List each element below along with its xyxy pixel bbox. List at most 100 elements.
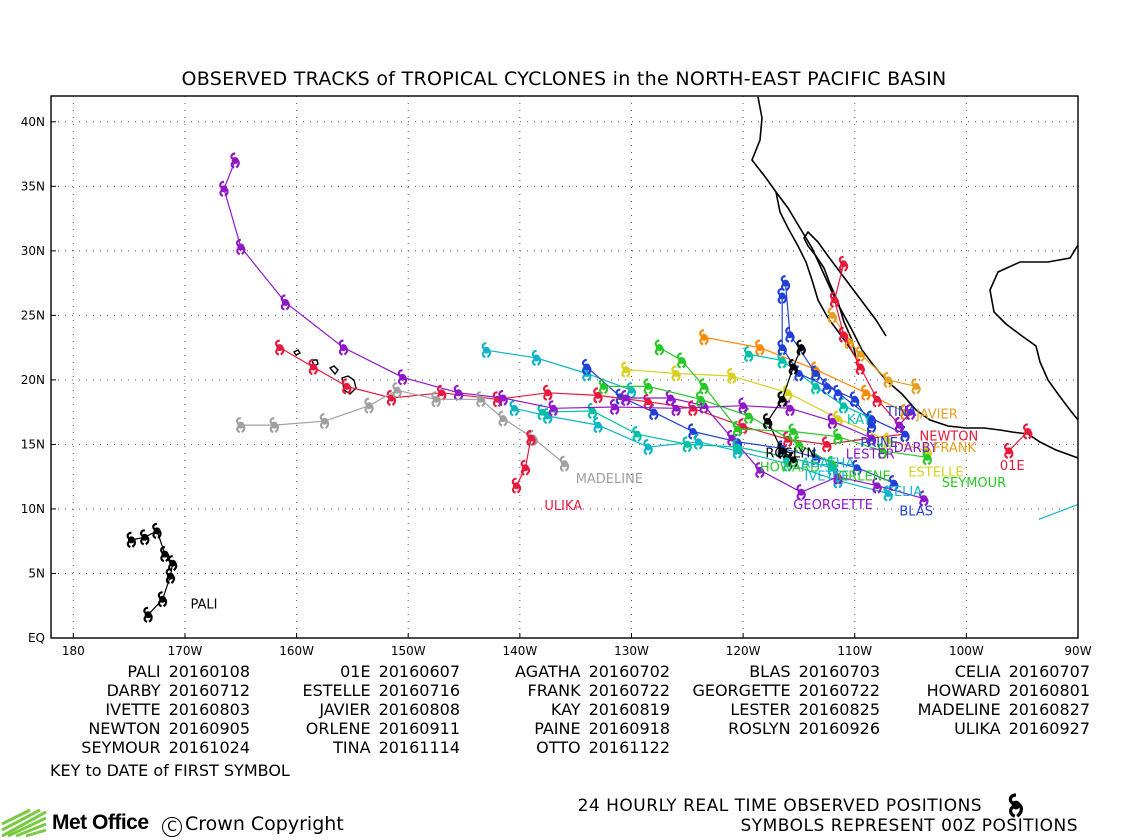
met-office-logo-icon — [1, 808, 47, 838]
position-symbol — [911, 378, 921, 395]
position-symbol — [274, 339, 285, 356]
x-tick-label: 150W — [391, 644, 426, 658]
track-line — [833, 263, 900, 426]
cyclone-track-agatha — [481, 342, 637, 399]
key-storm-name: FRANK — [527, 681, 581, 700]
key-storm-name: AGATHA — [515, 662, 581, 681]
position-symbol — [671, 400, 681, 417]
position-symbol — [894, 417, 905, 434]
key-storm-date: 20160819 — [588, 700, 670, 719]
y-tick-label: EQ — [28, 631, 45, 645]
key-storm-date: 20161122 — [588, 738, 670, 757]
x-tick-label: 90W — [1064, 644, 1091, 658]
position-symbol — [838, 397, 849, 414]
baja-west-coast — [775, 191, 857, 359]
key-entry: IVETTE 20160803 — [40, 700, 250, 719]
position-symbol — [821, 436, 832, 453]
cyclone-track-pali — [126, 522, 178, 623]
position-symbol — [676, 352, 687, 369]
position-symbol — [453, 384, 464, 401]
cyclone-track-01e — [1003, 423, 1033, 459]
position-symbol — [785, 400, 795, 417]
key-storm-name: CELIA — [954, 662, 1001, 681]
position-symbol — [693, 433, 704, 450]
cyclone-track-otto — [1038, 503, 1078, 520]
key-storm-name: KAY — [550, 700, 581, 719]
position-symbol — [235, 238, 246, 256]
position-symbol — [833, 384, 843, 401]
position-symbol — [143, 606, 153, 623]
storm-labels: PALI 01E MADELINE ULIKA ROSLYNHOWARDAGATHAIV… — [191, 405, 1025, 612]
map-title: OBSERVED TRACKS of TROPICAL CYCLONES in … — [181, 68, 947, 90]
cyclone-track-javier — [827, 307, 921, 395]
storm-label: CELIA — [885, 485, 922, 500]
y-tick-label: 15N — [21, 437, 45, 451]
storm-label: DARBY — [894, 441, 938, 456]
position-symbol — [738, 397, 748, 414]
key-entry: AGATHA 20160702 — [460, 662, 670, 681]
key-storm-name: NEWTON — [88, 719, 161, 738]
position-symbol — [838, 255, 849, 272]
key-entry: FRANK 20160722 — [460, 681, 670, 700]
x-tick-label: 170W — [168, 644, 203, 658]
storm-key: PALI 20160108 01E 20160607 AGATHA 20160702 BLA… — [40, 662, 1090, 757]
position-symbol — [643, 393, 653, 410]
key-storm-name: TINA — [333, 738, 371, 757]
cyclone-track-newton — [829, 255, 905, 434]
y-tick-label: 5N — [28, 566, 45, 580]
track-line — [603, 385, 833, 465]
cyclone-track-roslyn — [762, 339, 806, 468]
x-tick-label: 160W — [279, 644, 314, 658]
key-storm-name: OTTO — [536, 738, 581, 757]
position-symbol — [498, 389, 508, 407]
position-symbol — [167, 555, 178, 572]
met-office-logo: Met Office — [0, 808, 149, 838]
cyclone-track-howard — [598, 378, 838, 472]
x-tick-label: 110W — [837, 644, 872, 658]
position-symbol — [542, 384, 553, 401]
key-row: PALI 20160108 01E 20160607 AGATHA 20160702 BLA… — [40, 662, 1090, 681]
cyclone-track-tina — [894, 404, 916, 434]
key-storm-name: JAVIER — [319, 700, 371, 719]
key-storm-name: 01E — [340, 662, 371, 681]
key-storm-date: 20160712 — [168, 681, 250, 700]
cyclone-track-kay — [743, 346, 877, 427]
track-line — [223, 160, 872, 439]
key-entry: CELIA 20160707 — [880, 662, 1090, 681]
plot-frame — [50, 95, 1079, 639]
key-storm-date: 20160801 — [1008, 681, 1090, 700]
key-entry: JAVIER 20160808 — [250, 700, 460, 719]
storm-label: PAINE — [860, 436, 898, 451]
key-storm-date: 20160722 — [798, 681, 880, 700]
key-entry: TINA 20161114 — [250, 738, 460, 757]
key-storm-name: SEYMOUR — [81, 738, 161, 757]
position-symbol — [509, 400, 519, 417]
position-symbol — [526, 429, 536, 447]
cyclone-track-ulika — [511, 429, 536, 494]
copyright-text: Crown Copyright — [185, 813, 344, 835]
position-symbol — [481, 342, 492, 359]
key-storm-date: 20161114 — [378, 738, 460, 757]
key-entry: DARBY 20160712 — [40, 681, 250, 700]
storm-label: 01E — [1000, 459, 1025, 474]
x-tick-label: 100W — [949, 644, 984, 658]
key-storm-name: ESTELLE — [302, 681, 371, 700]
key-storm-date: 20160716 — [378, 681, 460, 700]
cyclone-track-estelle — [621, 361, 932, 459]
position-symbol — [593, 417, 603, 434]
key-entry: MADELINE 20160827 — [880, 700, 1090, 719]
key-storm-name: PALI — [127, 662, 161, 681]
cyclone-track-celia — [509, 400, 893, 502]
key-storm-name: ORLENE — [305, 719, 371, 738]
position-symbol — [727, 367, 737, 385]
position-symbol — [498, 410, 508, 427]
key-storm-date: 20160825 — [798, 700, 880, 719]
storm-label: ULIKA — [544, 499, 582, 514]
position-symbol — [392, 382, 402, 399]
cyclone-track-darby — [274, 339, 910, 453]
storm-label: BLAS — [899, 504, 933, 519]
met-office-logo-text: Met Office — [52, 811, 149, 834]
position-symbol — [699, 378, 709, 395]
storm-label: MADELINE — [576, 472, 643, 487]
